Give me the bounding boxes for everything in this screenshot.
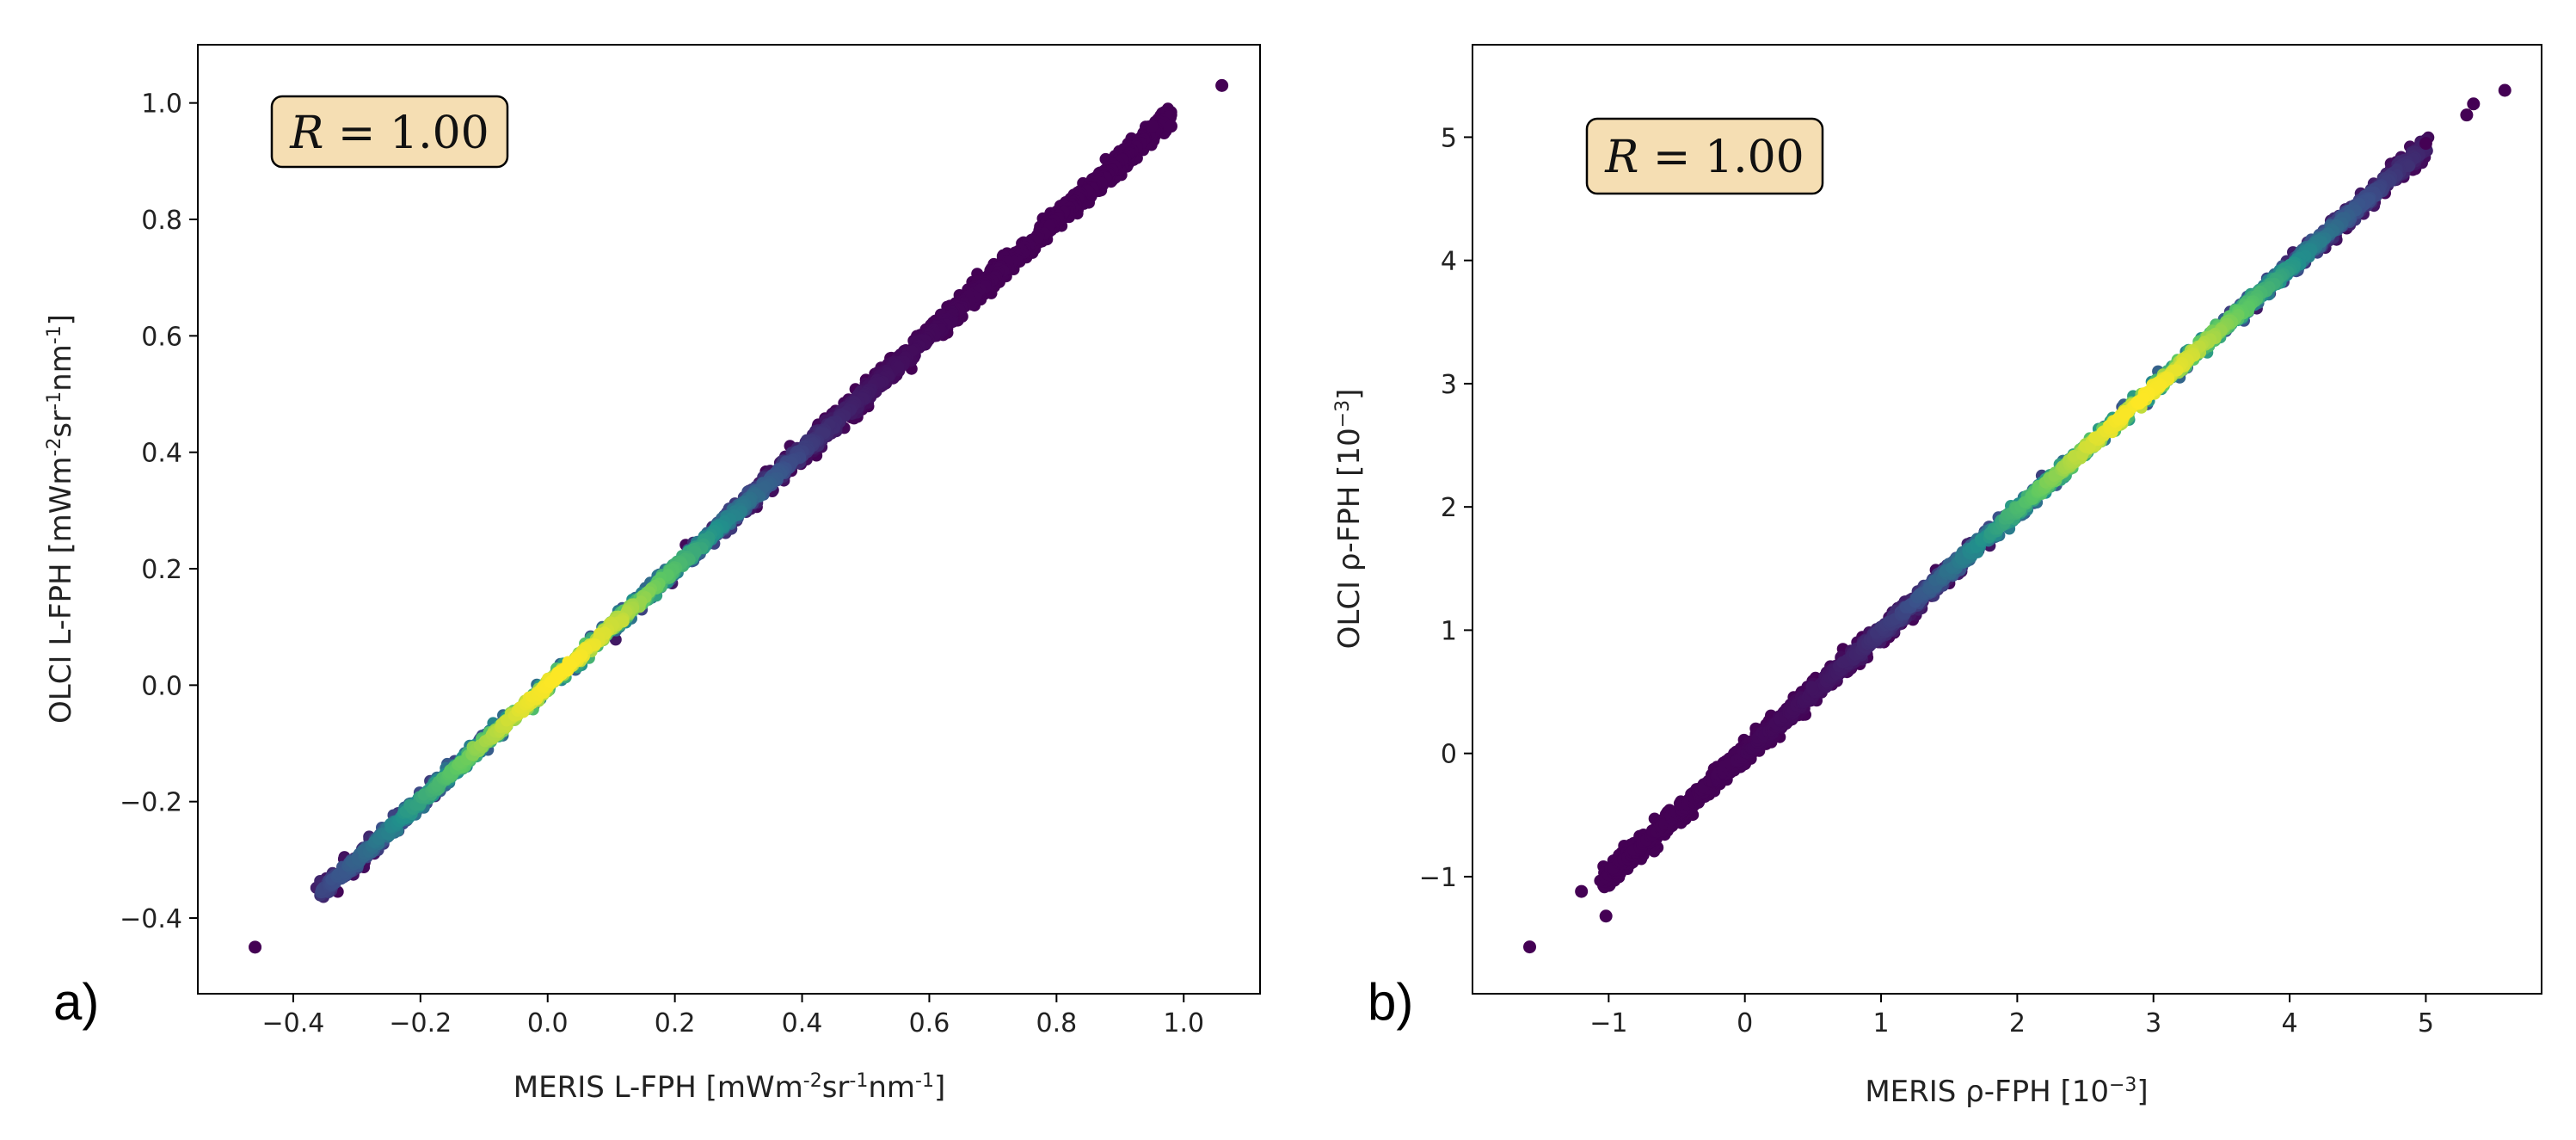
panel-b-data-point [2403, 160, 2416, 172]
panel-a-x-axis-label: MERIS L-FPH [mWm-2sr-1nm-1] [513, 1070, 945, 1105]
panel-b-data-point [1805, 681, 1818, 693]
panel-a-x-tick-label: 0.4 [782, 1008, 823, 1038]
panel-a-x-ticks: −0.4 −0.2 0.0 0.2 0.4 0.6 0.8 1.0 [261, 994, 1204, 1038]
panel-a-x-tick-label: −0.4 [261, 1008, 324, 1038]
panel-a-y-tick-label: 1.0 [141, 89, 182, 120]
panel-a-outlier-point [1145, 120, 1159, 133]
panel-a-y-tick-label: 0.6 [141, 322, 182, 352]
panel-a-x-tick-label: 1.0 [1163, 1008, 1204, 1038]
panel-a: −0.4 −0.2 0.0 0.2 0.4 0.6 0.8 1.0 −0.4 −0.2 0.0 0.… [44, 44, 1261, 1105]
panel-a-y-tick-label: 0.0 [141, 671, 182, 701]
panel-a-outlier-point [249, 940, 262, 954]
panel-b-points [1523, 83, 2511, 954]
panel-a-y-tick-label: 0.2 [141, 555, 182, 585]
panel-a-y-tick-label: 0.4 [141, 439, 182, 469]
panel-a-x-tick-label: 0.8 [1036, 1008, 1077, 1038]
panel-a-x-tick-label: −0.2 [389, 1008, 452, 1038]
panel-a-outlier-point [1215, 78, 1229, 92]
panel-a-r-annotation: R = 1.00 [270, 95, 509, 169]
panel-a-x-tick-label: 0.0 [527, 1008, 569, 1038]
panel-a-y-tick-label: 0.8 [141, 206, 182, 236]
panel-a-y-axis-label: OLCI L-FPH [mWm-2sr-1nm-1] [44, 314, 78, 724]
panel-a-data-point [552, 668, 565, 681]
panel-a-outlier-point [1164, 120, 1177, 133]
panel-a-y-ticks: −0.4 −0.2 0.0 0.2 0.4 0.6 0.8 1.0 [120, 89, 198, 934]
panel-a-x-tick-label: 0.2 [655, 1008, 696, 1038]
panel-a-r-text: R = 1.00 [289, 108, 489, 159]
panel-a-y-tick-label: −0.2 [120, 788, 182, 818]
panel-a-label: a) [53, 973, 99, 1031]
panel-a-y-tick-label: −0.4 [120, 904, 182, 934]
panel-a-x-tick-label: 0.6 [909, 1008, 950, 1038]
panel-a-points [249, 78, 1229, 954]
